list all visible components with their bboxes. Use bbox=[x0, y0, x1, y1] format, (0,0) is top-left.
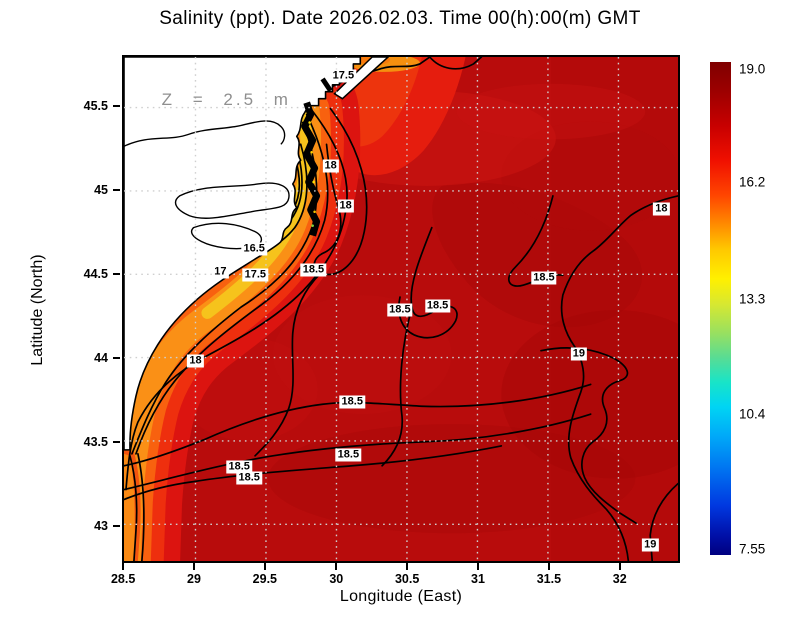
x-tick-mark bbox=[477, 563, 479, 570]
map-plot: 17.5 18 18 18 16.5 17 17.5 18.5 18.5 18.5 18.5 18 19… bbox=[122, 55, 680, 563]
x-axis-title: Longitude (East) bbox=[339, 588, 463, 605]
x-tick-label: 28.5 bbox=[110, 572, 136, 586]
colorbar-tick-label: 13.3 bbox=[739, 291, 766, 307]
x-tick-label: 30.5 bbox=[394, 572, 420, 586]
x-tick-mark bbox=[547, 563, 550, 570]
y-tick-label: 44 bbox=[94, 350, 108, 365]
contour-label: 18.5 bbox=[300, 263, 327, 277]
contour-label: 18 bbox=[337, 199, 354, 213]
contour-label: 17 bbox=[212, 265, 229, 279]
contour-label: 18 bbox=[653, 202, 670, 216]
y-tick-label: 45 bbox=[94, 183, 108, 198]
salinity-map-canvas bbox=[124, 57, 678, 561]
y-tick-mark bbox=[113, 441, 120, 444]
contour-label: 16.5 bbox=[241, 242, 267, 256]
x-tick-label: 29 bbox=[187, 572, 201, 586]
contour-labels-layer: 17.5 18 18 18 16.5 17 17.5 18.5 18.5 18.5 18.5 18 19… bbox=[124, 57, 678, 561]
page-title: Salinity (ppt). Date 2026.02.03. Time 00… bbox=[159, 8, 641, 29]
x-tick-mark bbox=[406, 563, 409, 570]
y-tick-label: 44.5 bbox=[83, 266, 108, 281]
y-tick-mark bbox=[113, 104, 120, 107]
contour-label: 17.5 bbox=[330, 69, 357, 83]
coastal-bands bbox=[124, 58, 361, 561]
x-tick-label: 30 bbox=[329, 572, 344, 586]
y-tick-mark bbox=[113, 524, 120, 527]
y-axis-ticks: 45.5 45 44.5 44 43.5 43 bbox=[0, 55, 122, 563]
contour-label: 18.5 bbox=[236, 471, 262, 485]
graticule bbox=[124, 57, 678, 561]
y-tick-label: 45.5 bbox=[83, 98, 108, 113]
x-tick-mark bbox=[618, 563, 621, 570]
contour-label: 18.5 bbox=[387, 303, 413, 317]
y-tick-label: 43 bbox=[94, 518, 108, 533]
x-axis-ticks: 28.5 29 29.5 30 30.5 31 31.5 32 bbox=[111, 563, 680, 593]
contour-label: 19 bbox=[642, 538, 659, 552]
x-tick-mark bbox=[192, 563, 195, 570]
contour-label: 18 bbox=[187, 354, 204, 368]
contour-label: 18.5 bbox=[335, 448, 362, 462]
y-tick-mark bbox=[113, 272, 120, 275]
x-tick-label: 31 bbox=[471, 572, 485, 586]
x-tick-label: 32 bbox=[612, 572, 627, 586]
contour-label: 18.5 bbox=[339, 395, 365, 409]
colorbar-tick-label: 16.2 bbox=[739, 174, 766, 190]
colorbar-tick-label: 7.55 bbox=[739, 541, 766, 557]
contour-lines bbox=[124, 57, 678, 561]
colorbar-ticks: 19.0 16.2 13.3 10.4 7.55 bbox=[739, 61, 799, 557]
contour-label: 19 bbox=[570, 347, 587, 361]
colorbar-tick-label: 10.4 bbox=[739, 406, 766, 422]
x-tick-mark bbox=[335, 563, 338, 570]
plume-front bbox=[301, 77, 333, 237]
x-tick-mark bbox=[263, 563, 266, 570]
x-tick-label: 31.5 bbox=[536, 572, 562, 586]
contour-label: 18.5 bbox=[531, 271, 557, 285]
contour-label: 18 bbox=[322, 159, 339, 173]
contour-label: 18.5 bbox=[424, 299, 451, 313]
depth-annotation: Z = 2.5 m bbox=[161, 89, 291, 109]
colorbar bbox=[710, 62, 731, 555]
x-tick-mark bbox=[122, 563, 125, 570]
contour-label: 17.5 bbox=[242, 268, 269, 282]
y-tick-label: 43.5 bbox=[83, 435, 108, 450]
contour-label: 18.5 bbox=[226, 460, 252, 474]
y-tick-mark bbox=[113, 356, 120, 359]
y-tick-mark bbox=[113, 189, 120, 192]
x-tick-label: 29.5 bbox=[252, 572, 278, 586]
colorbar-tick-label: 19.0 bbox=[739, 61, 766, 77]
